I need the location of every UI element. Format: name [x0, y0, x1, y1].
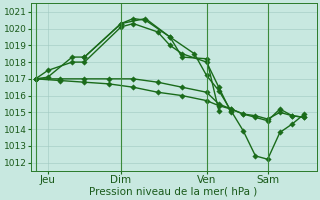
- X-axis label: Pression niveau de la mer( hPa ): Pression niveau de la mer( hPa ): [90, 187, 258, 197]
